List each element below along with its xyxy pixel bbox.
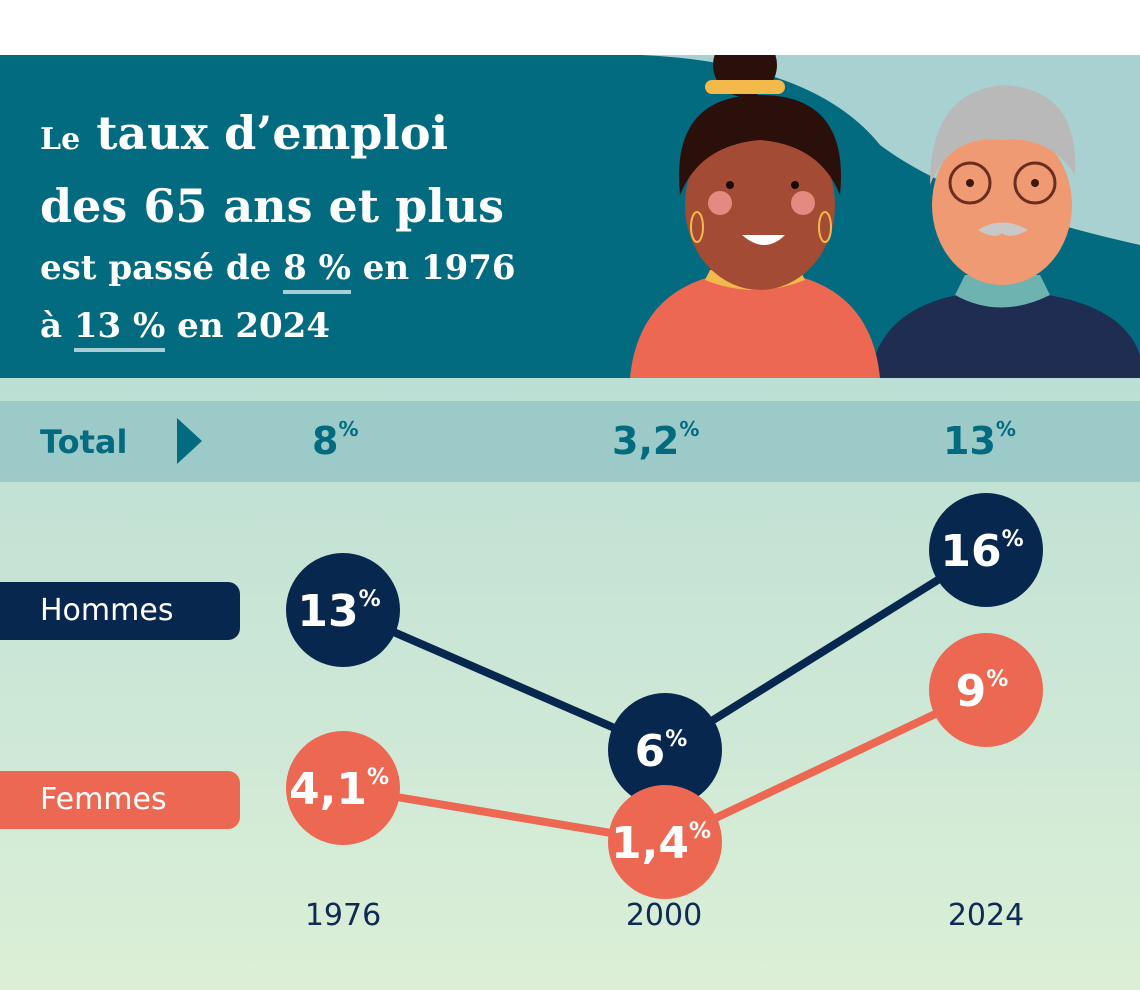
total-band: Total 8% 3,2% 13% [0, 401, 1140, 482]
headline: Le taux d’emploi des 65 ans et plus est … [40, 100, 516, 355]
headline-line1: taux d’emploi [96, 106, 449, 160]
x-tick-2024: 2024 [947, 898, 1025, 933]
legend-hommes: Hommes [0, 582, 240, 640]
arrow-right-icon [177, 418, 202, 464]
total-value-1976: 8% [312, 417, 359, 463]
headline-line4-post: en 2024 [165, 306, 330, 346]
point-hommes-1976 [286, 553, 400, 667]
point-femmes-1976 [286, 731, 400, 845]
data-label-hommes-2000: 6% [635, 726, 688, 777]
headline-line2: des 65 ans et plus [40, 179, 505, 233]
header-banner: Le taux d’emploi des 65 ans et plus est … [0, 55, 1140, 378]
point-femmes-2000 [608, 785, 722, 899]
point-hommes-2024 [929, 493, 1043, 607]
total-label: Total [40, 423, 128, 461]
headline-line4-pre: à [40, 306, 74, 346]
point-hommes-2000 [608, 693, 722, 807]
illustration-seniors [560, 55, 1140, 378]
x-tick-2000: 2000 [625, 898, 703, 933]
x-tick-1976: 1976 [304, 898, 382, 933]
headline-line3-pre: est passé de [40, 248, 284, 288]
headline-value-2024: 13 % [73, 306, 166, 352]
headline-small: Le [40, 122, 81, 157]
total-value-2024: 13% [943, 417, 1016, 463]
total-value-2000: 3,2% [612, 417, 700, 463]
legend-femmes: Femmes [0, 771, 240, 829]
headline-line3-post: en 1976 [350, 248, 516, 288]
point-femmes-2024 [929, 633, 1043, 747]
headline-value-1976: 8 % [283, 248, 351, 294]
